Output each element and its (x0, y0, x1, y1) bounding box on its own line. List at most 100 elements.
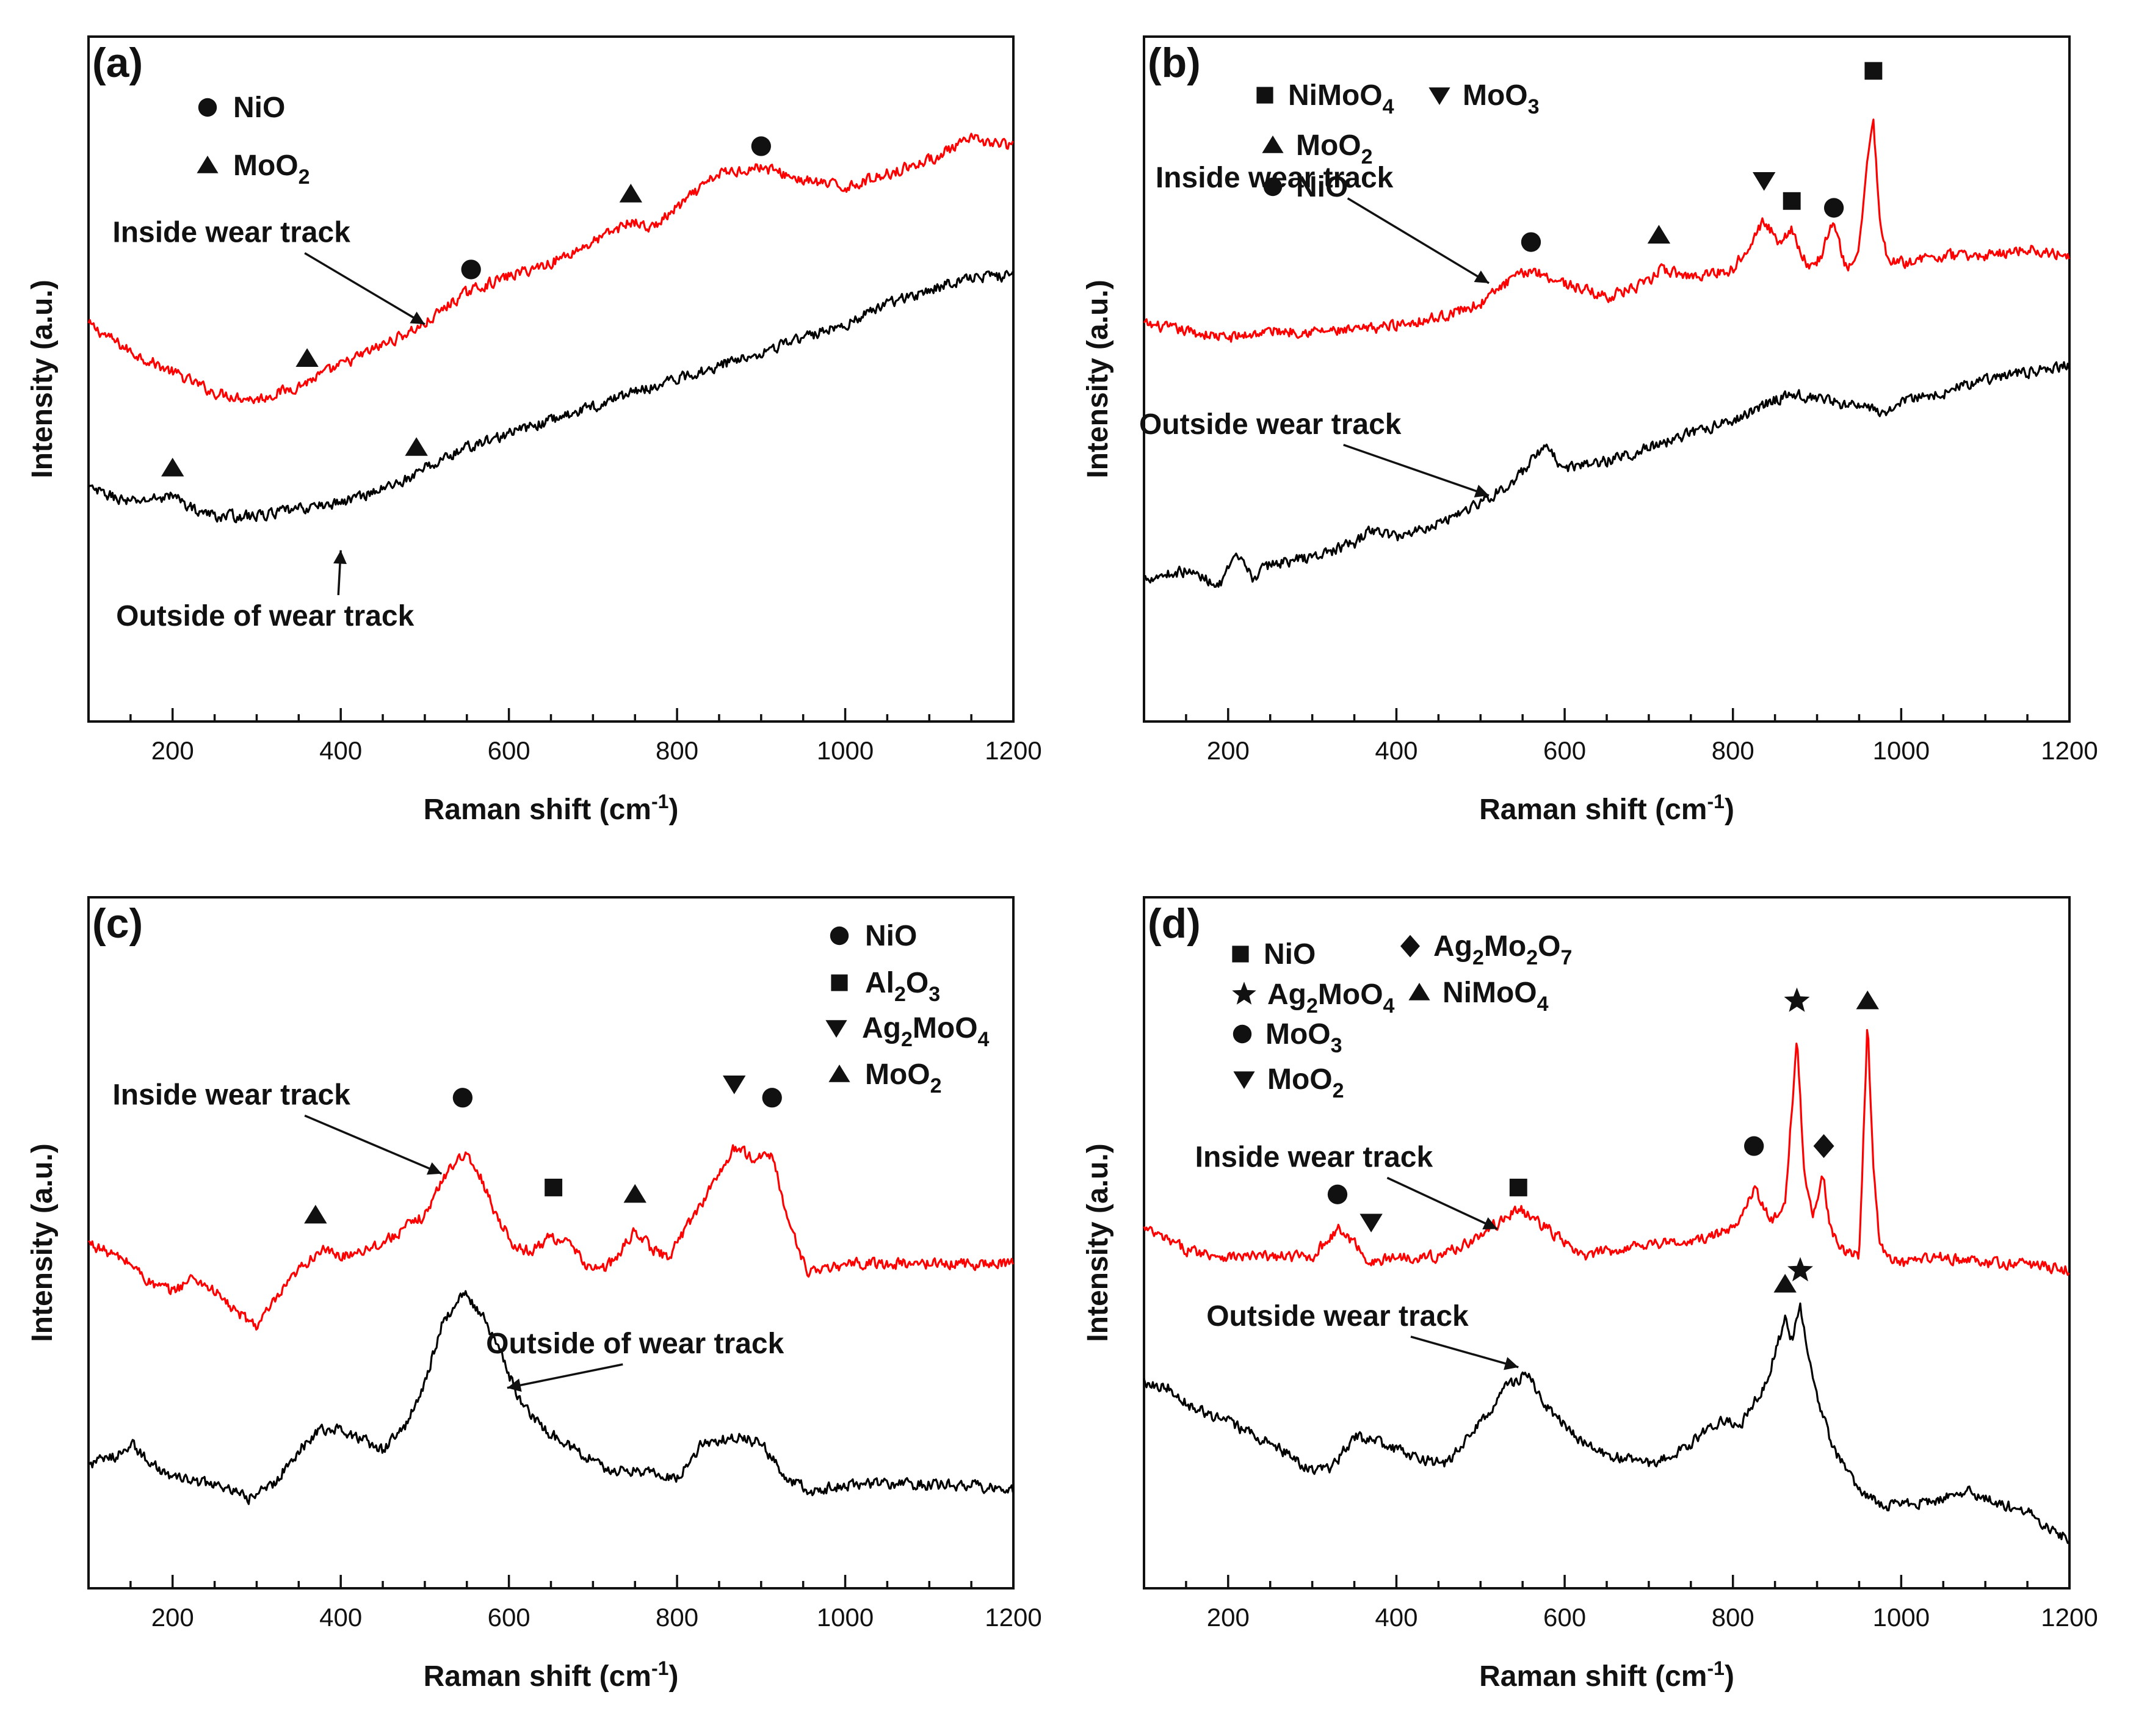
x-tick-label: 200 (151, 736, 194, 765)
chart-panel-c: 200 400 600 800 1000 1200 Raman shift (cm-1) In… (26, 896, 1042, 1693)
annotation-arrow-line (1386, 1176, 1498, 1230)
x-tick-label: 800 (656, 736, 698, 765)
x-tick-label: 400 (319, 1603, 362, 1632)
peak-marker-triangle-down (1753, 172, 1776, 191)
x-tick-label: 1200 (985, 1603, 1041, 1632)
series-line-inside (1143, 1029, 2070, 1276)
legend-label: MoO3 (1265, 1018, 1342, 1057)
x-tick-label: 1000 (1873, 736, 1930, 765)
x-tick-label: 600 (488, 1603, 530, 1632)
plot-frame (87, 896, 1015, 1590)
x-tick-label: 1000 (817, 1603, 874, 1632)
series-annotation: Outside of wear track (116, 600, 414, 632)
x-tick-label: 600 (1543, 1603, 1586, 1632)
legend-symbol-circle (1263, 177, 1283, 197)
annotation-arrow-head (426, 1162, 442, 1175)
peak-marker-triangle-up (619, 184, 643, 203)
annotation-arrow-line (1347, 197, 1490, 284)
series-line-inside (87, 1144, 1014, 1331)
annotation-arrow-head (1482, 1217, 1497, 1230)
peak-marker-triangle-up (405, 437, 428, 456)
y-axis-title: Intensity (a.u.) (1082, 1143, 1114, 1342)
x-tick-label: 400 (1375, 736, 1417, 765)
legend-symbol-circle (1233, 1024, 1252, 1044)
legend-label: NiMoO4 (1443, 977, 1549, 1016)
legend-label: NiO (1264, 938, 1316, 971)
peak-marker-square (1783, 192, 1801, 210)
annotation-arrow-head (410, 311, 425, 325)
annotation-arrow-head (507, 1378, 522, 1392)
legend-symbol-diamond (1400, 935, 1420, 958)
peak-marker-triangle-up (161, 457, 184, 477)
legend-symbol-triangle-up (828, 1065, 850, 1082)
legend-label: NiO (233, 92, 285, 124)
peak-marker-circle (751, 136, 771, 156)
legend-label: MoO2 (1267, 1063, 1344, 1102)
peak-marker-square (1509, 1178, 1527, 1196)
peak-marker-circle (452, 1088, 473, 1108)
legend-symbol-triangle-down (825, 1020, 847, 1038)
x-tick-label: 1000 (817, 736, 874, 765)
x-tick-label: 600 (1543, 736, 1586, 765)
legend-label: NiO (1296, 171, 1348, 203)
annotation-arrow-line (507, 1363, 623, 1389)
legend-label: Ag2MoO4 (862, 1012, 990, 1051)
peak-marker-circle (1327, 1184, 1348, 1204)
series-line-inside (1143, 118, 2070, 343)
annotation-arrow-head (1474, 270, 1490, 283)
legend-label: Ag2MoO4 (1267, 978, 1395, 1018)
peak-marker-diamond (1813, 1134, 1834, 1159)
y-axis-title: Intensity (a.u.) (26, 280, 59, 478)
annotation-arrow-head (1504, 1357, 1519, 1370)
peak-marker-triangle-down (1359, 1213, 1383, 1233)
peak-marker-triangle-up (623, 1184, 646, 1203)
annotation-arrow-head (1474, 485, 1490, 497)
legend-symbol-square (1256, 87, 1273, 104)
x-tick-label: 1000 (1873, 1603, 1930, 1632)
x-tick-label: 400 (1375, 1603, 1417, 1632)
peak-marker-circle (461, 259, 481, 280)
legend-symbol-square (1232, 946, 1249, 963)
legend-symbol-star (1232, 982, 1256, 1005)
legend-symbol-triangle-down (1233, 1071, 1255, 1089)
series-annotation: Inside wear track (112, 1079, 350, 1112)
series-annotation: Inside wear track (112, 217, 350, 249)
x-tick-label: 800 (1712, 1603, 1754, 1632)
chart-panel-b: 200 400 600 800 1000 1200 Raman shift (cm-1) In… (1082, 35, 2098, 826)
series-line-outside (1143, 1302, 2069, 1544)
panel-letter: (c) (92, 900, 143, 947)
series-annotation: Inside wear track (1195, 1141, 1433, 1173)
panel-letter: (b) (1148, 40, 1201, 86)
y-axis-title: Intensity (a.u.) (26, 1143, 59, 1342)
annotation-arrow-line (1343, 444, 1490, 497)
x-tick-label: 1200 (985, 736, 1041, 765)
y-axis-title: Intensity (a.u.) (1082, 280, 1114, 478)
peak-marker-triangle-up (1647, 225, 1671, 244)
peak-marker-triangle-up (1773, 1273, 1797, 1293)
peak-marker-circle (1823, 198, 1844, 218)
peak-marker-circle (1521, 232, 1541, 252)
legend-label: NiMoO4 (1288, 79, 1394, 118)
legend-symbol-circle (198, 98, 217, 117)
legend-label: MoO2 (865, 1058, 942, 1098)
x-tick-label: 1200 (2041, 736, 2098, 765)
legend-label: Ag2Mo2O7 (1433, 930, 1572, 969)
x-axis-title: Raman shift (cm-1) (424, 1657, 679, 1693)
peak-marker-star (1784, 987, 1810, 1012)
plot-frame (1143, 35, 2071, 723)
chart-panel-a: 200 400 600 800 1000 1200 Raman shift (cm-1) In… (26, 35, 1042, 826)
legend-label: NiO (865, 920, 917, 952)
peak-marker-circle (1744, 1136, 1764, 1156)
series-annotation: Outside of wear track (486, 1328, 784, 1360)
x-tick-label: 800 (656, 1603, 698, 1632)
x-tick-label: 200 (1207, 736, 1250, 765)
x-tick-label: 200 (151, 1603, 194, 1632)
annotation-arrow-head (333, 550, 347, 565)
peak-marker-triangle-up (1856, 990, 1879, 1010)
x-tick-label: 1200 (2041, 1603, 2098, 1632)
series-line-outside (1144, 361, 2070, 588)
peak-marker-star (1787, 1257, 1813, 1282)
series-line-inside (87, 132, 1014, 405)
legend-symbol-square (831, 974, 848, 991)
